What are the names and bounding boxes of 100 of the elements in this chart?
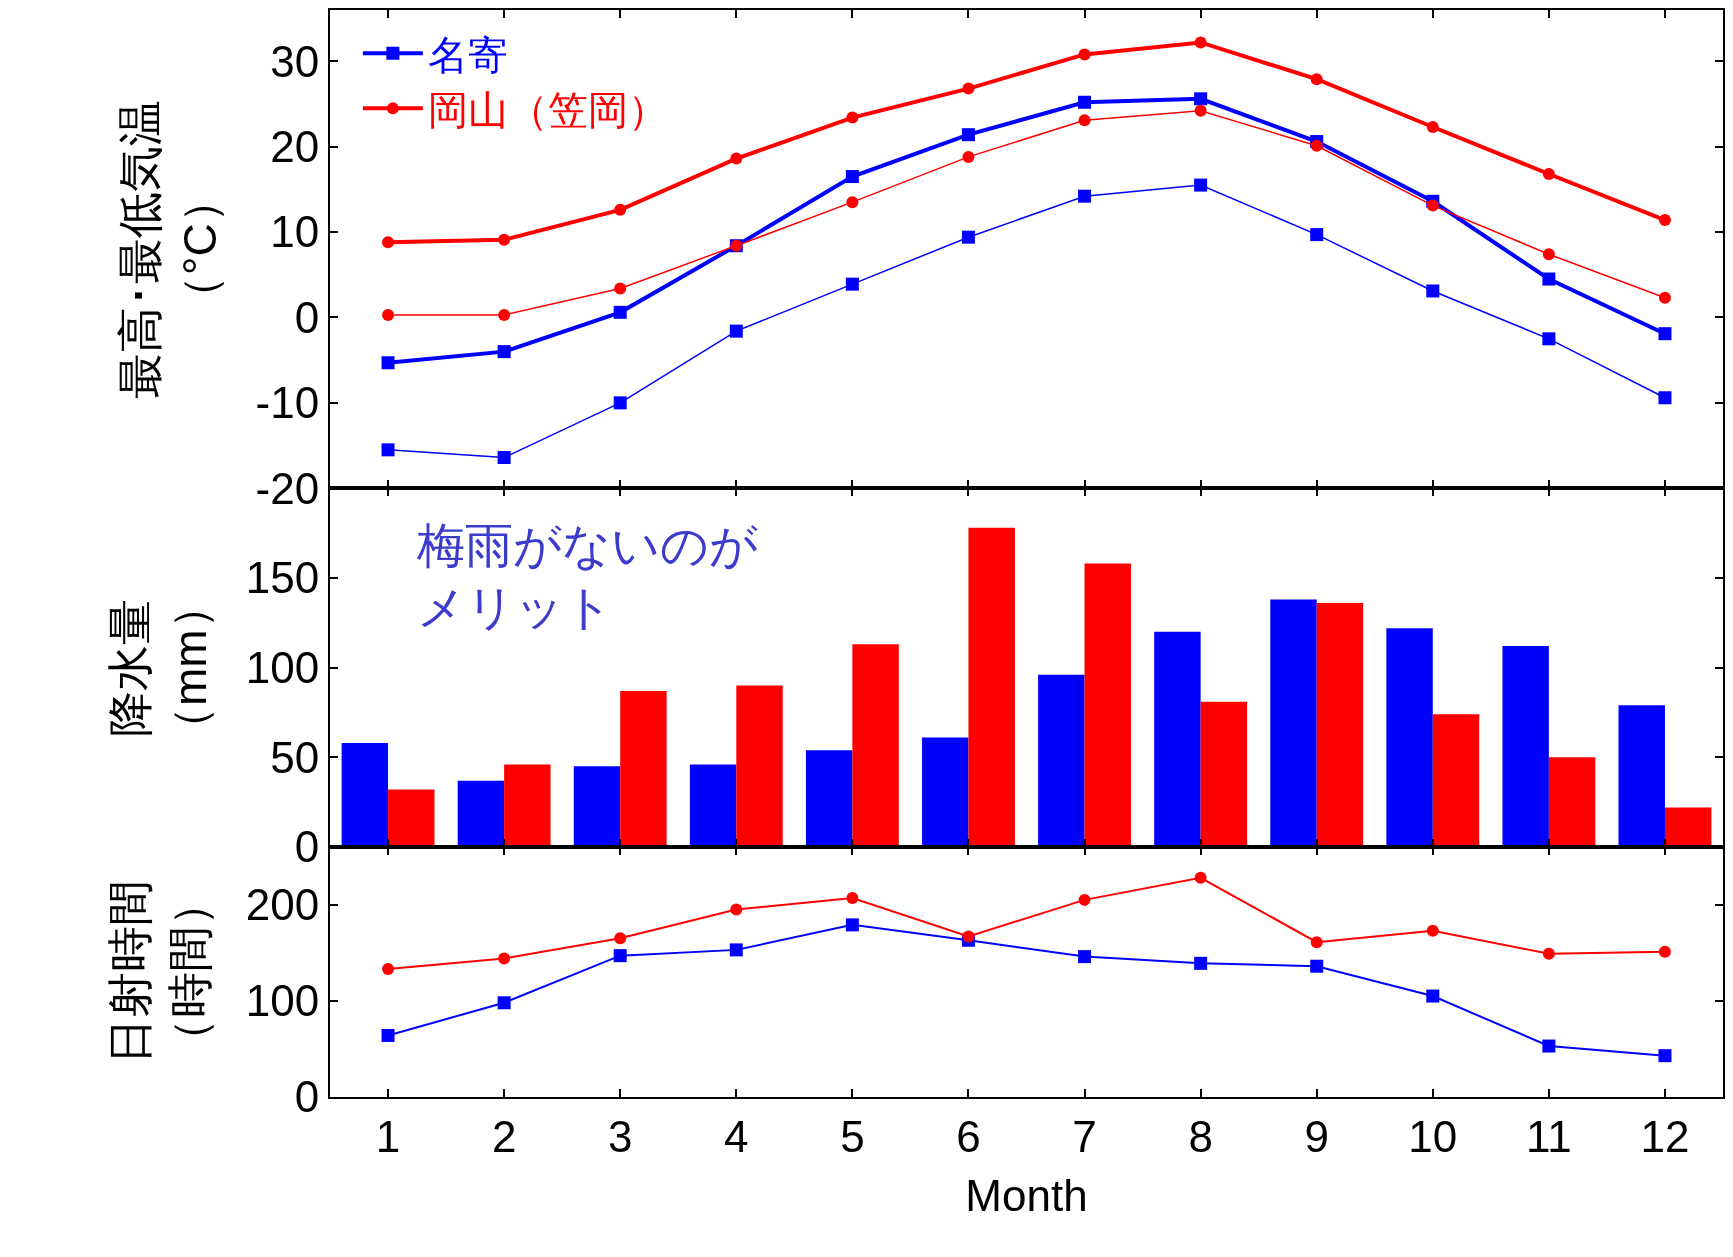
point xyxy=(498,308,511,321)
x-tick-label: 10 xyxy=(1408,1111,1458,1161)
point xyxy=(1658,214,1671,227)
point xyxy=(729,943,743,957)
point xyxy=(382,236,395,249)
point xyxy=(1542,248,1555,261)
point xyxy=(498,233,511,246)
bar xyxy=(805,750,853,847)
bar xyxy=(1386,628,1433,847)
point xyxy=(613,949,627,963)
point xyxy=(1542,167,1555,180)
bar xyxy=(1618,705,1665,847)
point xyxy=(1310,228,1324,242)
bar xyxy=(1038,674,1085,847)
x-tick-label: 7 xyxy=(1072,1111,1097,1161)
point xyxy=(1078,95,1092,109)
x-tick-label: 3 xyxy=(607,1111,633,1161)
y-tick-label: 0 xyxy=(294,292,320,342)
y-tick-label: 100 xyxy=(245,976,320,1026)
bar xyxy=(968,527,1015,847)
x-tick-label: 12 xyxy=(1640,1111,1690,1161)
point xyxy=(962,82,975,95)
point xyxy=(1194,104,1207,117)
point xyxy=(497,996,511,1010)
point xyxy=(1194,178,1208,192)
point xyxy=(614,203,627,216)
bar xyxy=(1548,757,1596,847)
point xyxy=(1542,947,1555,960)
y-tick-label: -20 xyxy=(255,463,320,513)
bar xyxy=(388,789,435,847)
bar xyxy=(852,644,899,847)
x-tick-label: 4 xyxy=(724,1111,749,1161)
point xyxy=(381,1028,395,1042)
point xyxy=(1078,893,1091,906)
point xyxy=(846,891,859,904)
point xyxy=(845,170,859,184)
y-tick-label: 50 xyxy=(270,732,320,782)
x-tick-label: 2 xyxy=(491,1111,517,1161)
point xyxy=(1426,121,1439,133)
y-tick-label: 0 xyxy=(294,1072,320,1122)
point xyxy=(381,443,395,457)
point xyxy=(1658,291,1671,304)
bar xyxy=(457,780,505,847)
point xyxy=(1194,36,1207,49)
bar xyxy=(1316,603,1364,847)
point xyxy=(1658,1049,1672,1063)
y-tick-label: 200 xyxy=(245,880,320,930)
x-tick-label: 11 xyxy=(1526,1111,1572,1161)
y-tick-label: 0 xyxy=(294,822,320,872)
bar xyxy=(573,766,621,847)
bar xyxy=(504,764,551,847)
bar xyxy=(1664,807,1712,847)
point xyxy=(1658,391,1672,405)
bar xyxy=(922,737,969,847)
y-tick-label: 30 xyxy=(270,36,320,86)
point xyxy=(846,196,859,209)
point xyxy=(1658,327,1672,341)
point xyxy=(1310,936,1323,949)
point xyxy=(614,282,627,295)
point xyxy=(1542,332,1556,346)
y-axis-title: 日射時間（時間） xyxy=(103,879,216,1064)
point xyxy=(382,308,395,321)
point xyxy=(1542,1039,1556,1053)
bar xyxy=(689,764,737,847)
point xyxy=(845,277,859,291)
point xyxy=(962,150,975,163)
point xyxy=(1078,48,1091,61)
point xyxy=(1658,945,1671,958)
point xyxy=(1426,989,1440,1003)
bar xyxy=(1432,714,1480,847)
point xyxy=(381,356,395,370)
point xyxy=(1078,189,1092,203)
point xyxy=(1078,114,1091,127)
legend-label: 岡山（笠岡） xyxy=(427,87,668,132)
point xyxy=(1426,284,1440,298)
point xyxy=(962,930,975,943)
y-tick-label: 100 xyxy=(245,643,320,693)
bar xyxy=(1200,701,1248,847)
x-axis-title: Month xyxy=(965,1170,1088,1220)
point xyxy=(846,111,859,124)
point xyxy=(1194,92,1208,106)
point xyxy=(961,128,975,142)
point xyxy=(1310,959,1324,973)
point xyxy=(730,903,743,916)
annotation: 梅雨がないのがメリット xyxy=(416,519,758,635)
x-tick-label: 1 xyxy=(375,1111,401,1161)
point xyxy=(613,396,627,410)
y-tick-label: 150 xyxy=(245,553,320,603)
point xyxy=(1194,871,1207,884)
y-tick-label: 10 xyxy=(270,207,320,257)
y-tick-label: -10 xyxy=(255,378,320,428)
bar xyxy=(1502,646,1549,847)
point xyxy=(497,345,511,359)
legend-label: 名寄 xyxy=(427,32,508,77)
point xyxy=(497,451,511,465)
bar xyxy=(1084,563,1131,847)
point xyxy=(729,324,743,338)
point xyxy=(845,918,859,932)
bar xyxy=(1154,631,1201,847)
y-axis-title: 降水量（mm） xyxy=(103,583,216,752)
